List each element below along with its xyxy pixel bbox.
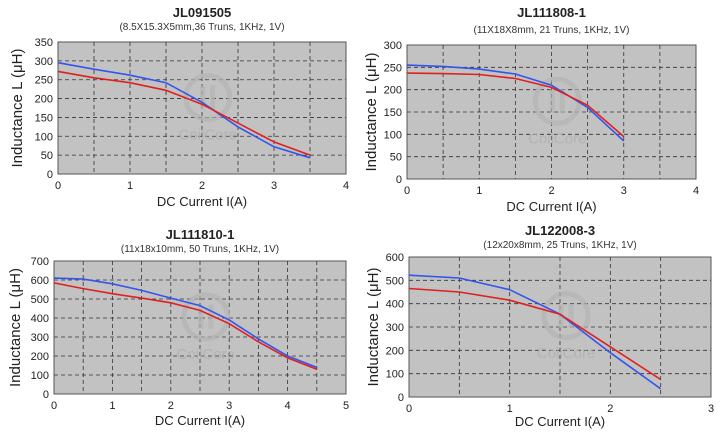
- y-tick-label: 600: [31, 275, 49, 287]
- y-tick-label: 0: [43, 389, 49, 401]
- y-tick-label: 300: [35, 56, 53, 68]
- y-tick-label: 100: [386, 369, 404, 381]
- watermark-text: CoilCore: [177, 346, 235, 363]
- x-tick-label: 0: [404, 185, 410, 197]
- y-tick-label: 300: [384, 40, 402, 52]
- x-axis-label: DC Current I(A): [515, 414, 605, 429]
- y-axis-label: Inductance L (μH): [9, 49, 26, 168]
- chart-4: JL122008-3 (12x20x8mm, 25 Truns, 1KHz, 1V…: [365, 223, 714, 429]
- y-tick-label: 0: [398, 392, 404, 404]
- y-tick-label: 0: [47, 169, 53, 181]
- watermark-text: CoilCore: [528, 130, 586, 147]
- y-tick-label: 600: [386, 252, 404, 264]
- y-tick-label: 100: [31, 370, 49, 382]
- y-tick-label: 350: [35, 37, 53, 49]
- chart-3: JL111810-1 (11x18x10mm, 50 Truns, 1KHz, 1…: [7, 227, 349, 428]
- series-line-red: [57, 70, 311, 156]
- chart-subtitle: (11x18x10mm, 50 Truns, 1KHz, 1V): [121, 244, 279, 255]
- x-tick-label: 4: [285, 400, 291, 412]
- x-tick-label: 1: [127, 180, 133, 192]
- y-tick-label: 400: [386, 299, 404, 311]
- y-tick-label: 250: [35, 75, 53, 87]
- y-tick-label: 200: [386, 345, 404, 357]
- x-tick-label: 0: [406, 403, 412, 415]
- y-tick-label: 250: [384, 62, 402, 74]
- x-tick-label: 2: [199, 180, 205, 192]
- watermark-logo-icon: [541, 291, 591, 341]
- y-tick-label: 300: [386, 322, 404, 334]
- x-tick-label: 2: [607, 403, 613, 415]
- watermark-text: CoilCore: [179, 126, 237, 143]
- x-tick-label: 1: [476, 185, 482, 197]
- y-tick-label: 200: [31, 351, 49, 363]
- x-tick-label: 3: [621, 185, 627, 197]
- x-tick-label: 3: [708, 403, 714, 415]
- chart-title: JL111808-1: [517, 5, 586, 20]
- x-tick-label: 4: [343, 180, 349, 192]
- series-line-red: [53, 282, 318, 371]
- y-tick-label: 200: [35, 94, 53, 106]
- x-axis-label: DC Current I(A): [157, 194, 247, 209]
- y-tick-label: 400: [31, 313, 49, 325]
- y-tick-label: 150: [35, 112, 53, 124]
- y-tick-label: 200: [384, 85, 402, 97]
- y-tick-label: 300: [31, 332, 49, 344]
- watermark-text: CoilCore: [537, 345, 595, 362]
- x-tick-label: 4: [693, 185, 699, 197]
- y-tick-label: 0: [396, 174, 402, 186]
- y-tick-label: 100: [35, 131, 53, 143]
- x-tick-label: 3: [271, 180, 277, 192]
- x-tick-label: 0: [51, 400, 57, 412]
- chart-subtitle: (11X18X8mm, 21 Truns, 1KHz, 1V): [474, 25, 630, 36]
- y-axis-label: Inductance L (μH): [7, 268, 24, 387]
- series-line-blue: [53, 277, 318, 369]
- x-tick-label: 1: [109, 400, 115, 412]
- chart-2: JL111808-1 (11X18X8mm, 21 Truns, 1KHz, 1V…: [363, 5, 699, 214]
- y-tick-label: 500: [386, 275, 404, 287]
- series-line-blue: [408, 274, 662, 390]
- y-tick-label: 50: [390, 152, 402, 164]
- watermark-logo-icon: [181, 292, 231, 342]
- chart-subtitle: (8.5X15.3X5mm,36 Truns, 1KHz, 1V): [119, 22, 284, 33]
- chart-title: JL122008-3: [525, 223, 595, 238]
- y-tick-label: 700: [31, 256, 49, 268]
- x-tick-label: 5: [343, 400, 349, 412]
- x-tick-label: 0: [55, 180, 61, 192]
- chart-subtitle: (12x20x8mm, 25 Truns, 1KHz, 1V): [483, 240, 636, 251]
- y-tick-label: 100: [384, 129, 402, 141]
- x-axis-label: DC Current I(A): [155, 413, 245, 428]
- y-axis-label: Inductance L (μH): [363, 53, 380, 172]
- x-tick-label: 2: [548, 185, 554, 197]
- chart-title: JL111810-1: [166, 227, 235, 242]
- y-tick-label: 50: [41, 150, 53, 162]
- chart-title: JL091505: [173, 5, 232, 20]
- series-line-blue: [57, 61, 311, 159]
- y-tick-label: 500: [31, 294, 49, 306]
- x-axis-label: DC Current I(A): [506, 199, 596, 214]
- x-tick-label: 3: [226, 400, 232, 412]
- series-line-blue: [406, 64, 625, 142]
- x-tick-label: 2: [168, 400, 174, 412]
- y-tick-label: 150: [384, 107, 402, 119]
- x-tick-label: 1: [507, 403, 513, 415]
- y-axis-label: Inductance L (μH): [365, 268, 382, 387]
- series-line-red: [406, 72, 625, 138]
- series-line-red: [408, 287, 662, 381]
- chart-1: JL091505 (8.5X15.3X5mm,36 Truns, 1KHz, 1V…: [9, 5, 349, 209]
